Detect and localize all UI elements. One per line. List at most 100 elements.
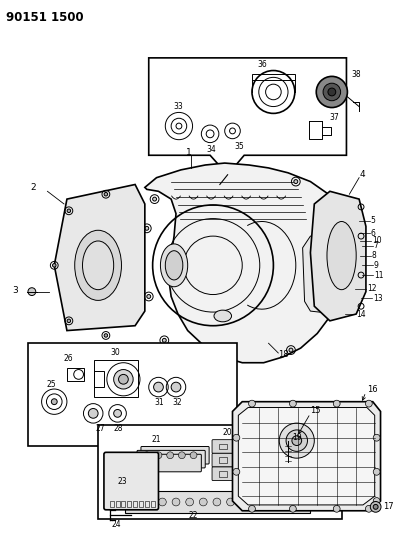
Circle shape xyxy=(51,399,57,405)
Circle shape xyxy=(28,288,36,295)
FancyBboxPatch shape xyxy=(104,453,158,510)
Circle shape xyxy=(338,236,342,240)
Ellipse shape xyxy=(165,251,183,280)
Circle shape xyxy=(268,498,275,506)
Circle shape xyxy=(349,284,356,290)
Text: 37: 37 xyxy=(329,113,339,122)
Circle shape xyxy=(143,452,150,459)
Bar xyxy=(346,283,358,290)
Text: 90151 1500: 90151 1500 xyxy=(6,11,83,25)
Circle shape xyxy=(213,498,221,506)
Bar xyxy=(346,239,358,247)
Circle shape xyxy=(286,430,307,451)
Bar xyxy=(252,75,295,80)
Bar xyxy=(346,259,358,266)
Text: 7: 7 xyxy=(374,241,379,251)
Circle shape xyxy=(67,209,71,213)
FancyBboxPatch shape xyxy=(212,453,277,467)
Circle shape xyxy=(147,295,151,298)
Bar xyxy=(115,501,119,507)
FancyBboxPatch shape xyxy=(141,447,209,464)
Circle shape xyxy=(323,83,340,101)
Text: 17: 17 xyxy=(383,503,394,511)
Text: 36: 36 xyxy=(258,60,268,69)
Circle shape xyxy=(349,249,356,256)
Circle shape xyxy=(114,369,133,389)
Circle shape xyxy=(339,253,344,258)
Polygon shape xyxy=(238,408,375,505)
Circle shape xyxy=(295,498,303,506)
Bar xyxy=(110,501,114,507)
Circle shape xyxy=(339,244,344,248)
Bar xyxy=(246,457,254,463)
Circle shape xyxy=(155,452,162,459)
Circle shape xyxy=(289,348,293,352)
Text: 8: 8 xyxy=(372,251,377,260)
Circle shape xyxy=(332,304,336,308)
Circle shape xyxy=(152,197,156,201)
Circle shape xyxy=(233,434,240,441)
Bar xyxy=(232,443,240,449)
Circle shape xyxy=(339,282,344,287)
Circle shape xyxy=(373,504,378,510)
Text: 16: 16 xyxy=(367,384,377,393)
Text: 20: 20 xyxy=(223,429,232,438)
Bar xyxy=(246,471,254,477)
Circle shape xyxy=(154,382,164,392)
Circle shape xyxy=(190,452,197,459)
Text: 15: 15 xyxy=(310,406,321,415)
Bar xyxy=(67,368,84,381)
Bar xyxy=(260,457,268,463)
Circle shape xyxy=(186,498,193,506)
Circle shape xyxy=(233,469,240,475)
Bar xyxy=(139,501,143,507)
Text: 22: 22 xyxy=(189,511,198,520)
Text: 10: 10 xyxy=(372,237,381,246)
Circle shape xyxy=(145,498,152,506)
Bar xyxy=(94,360,138,397)
Text: 3: 3 xyxy=(13,286,18,295)
Circle shape xyxy=(349,239,356,246)
Circle shape xyxy=(162,338,166,342)
Text: 31: 31 xyxy=(154,398,164,407)
Polygon shape xyxy=(54,184,145,330)
Circle shape xyxy=(279,423,314,458)
Circle shape xyxy=(145,227,149,230)
Text: 24: 24 xyxy=(112,520,121,529)
Circle shape xyxy=(179,348,183,352)
Text: 38: 38 xyxy=(351,70,361,79)
Text: 12: 12 xyxy=(367,284,376,293)
Circle shape xyxy=(373,469,380,475)
Bar xyxy=(94,372,104,387)
Text: 5: 5 xyxy=(371,216,375,225)
Circle shape xyxy=(284,433,292,441)
Circle shape xyxy=(88,408,98,418)
Circle shape xyxy=(349,272,356,278)
FancyBboxPatch shape xyxy=(212,467,277,481)
Circle shape xyxy=(119,374,128,384)
Text: 18: 18 xyxy=(278,350,289,359)
Bar xyxy=(28,343,237,446)
Text: 6: 6 xyxy=(371,229,375,238)
Circle shape xyxy=(349,259,356,266)
Circle shape xyxy=(290,505,296,512)
Circle shape xyxy=(339,292,344,297)
Circle shape xyxy=(333,505,340,512)
Bar xyxy=(219,471,227,477)
Bar xyxy=(246,443,254,449)
Circle shape xyxy=(333,400,340,407)
FancyBboxPatch shape xyxy=(212,440,277,453)
Bar xyxy=(260,443,268,449)
Circle shape xyxy=(178,452,185,459)
Circle shape xyxy=(366,400,372,407)
Circle shape xyxy=(290,400,296,407)
Circle shape xyxy=(316,76,348,108)
Text: 21: 21 xyxy=(152,435,161,444)
Text: 33: 33 xyxy=(173,102,183,111)
Circle shape xyxy=(221,361,225,365)
Ellipse shape xyxy=(75,230,121,301)
Ellipse shape xyxy=(160,244,188,287)
Bar xyxy=(151,501,154,507)
Text: 11: 11 xyxy=(374,271,383,280)
Text: 9: 9 xyxy=(374,261,379,270)
